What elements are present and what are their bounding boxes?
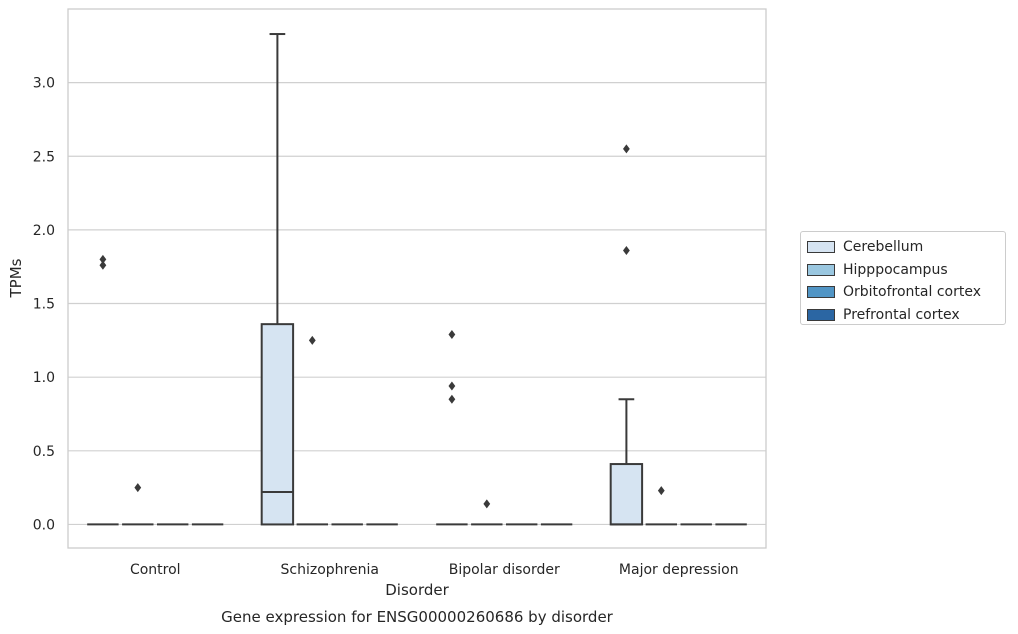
y-tick-label: 2.0 <box>33 223 55 239</box>
y-tick-label: 1.5 <box>33 297 55 313</box>
x-tick-label: Schizophrenia <box>281 562 379 578</box>
outlier-point <box>448 394 456 404</box>
box-0-3 <box>609 144 644 526</box>
legend-swatch-prefrontal-cortex <box>807 308 835 321</box>
legend-item-orbitofrontal-cortex: Orbitofrontal cortex <box>807 281 999 304</box>
legend: Cerebellum Hipppocampus Orbitofrontal co… <box>800 231 1006 325</box>
x-tick-label: Bipolar disorder <box>449 562 560 578</box>
outlier-point <box>99 260 107 270</box>
legend-item-cerebellum: Cerebellum <box>807 236 999 259</box>
box-1-2 <box>471 499 503 526</box>
legend-swatch-hippocampus <box>807 263 835 276</box>
legend-swatch-orbitofrontal-cortex <box>807 286 835 299</box>
y-tick-label: 3.0 <box>33 76 55 92</box>
outlier-point <box>623 246 630 256</box>
box-0-1 <box>260 33 295 526</box>
outlier-point <box>623 144 630 154</box>
outlier-point <box>657 486 665 496</box>
y-tick-label: 1.0 <box>33 370 55 386</box>
box-iqr <box>260 323 295 526</box>
outlier-point <box>99 254 107 264</box>
legend-swatch-cerebellum <box>807 241 835 254</box>
y-axis-label: TPMs <box>7 258 25 298</box>
box-0-2 <box>436 329 468 526</box>
box-1-1 <box>296 335 329 526</box>
plot-frame <box>67 8 767 549</box>
x-tick-label: Major depression <box>619 562 739 578</box>
outlier-point <box>308 335 316 345</box>
box-iqr <box>609 463 644 526</box>
y-tick-labels: 0.0 0.5 1.0 1.5 2.0 2.5 3.0 <box>33 76 55 534</box>
legend-label-orbitofrontal-cortex: Orbitofrontal cortex <box>843 284 981 301</box>
chart-title: Gene expression for ENSG00000260686 by d… <box>221 608 614 626</box>
y-tick-label: 2.5 <box>33 149 55 165</box>
box-plot-marks <box>87 33 747 526</box>
outlier-point <box>134 483 142 493</box>
outlier-point <box>483 499 491 509</box>
outlier-point <box>448 329 456 339</box>
x-tick-label: Control <box>130 562 181 578</box>
legend-label-prefrontal-cortex: Prefrontal cortex <box>843 306 960 323</box>
legend-item-hippocampus: Hipppocampus <box>807 259 999 282</box>
x-axis-label: Disorder <box>385 581 449 599</box>
y-tick-label: 0.0 <box>33 517 55 533</box>
legend-label-hippocampus: Hipppocampus <box>843 261 948 278</box>
grid-lines <box>68 82 766 526</box>
x-tick-labels: Control Schizophrenia Bipolar disorder Majo… <box>130 562 739 578</box>
y-tick-label: 0.5 <box>33 444 55 460</box>
box-1-0 <box>122 483 154 526</box>
legend-label-cerebellum: Cerebellum <box>843 239 924 256</box>
legend-item-prefrontal-cortex: Prefrontal cortex <box>807 304 999 327</box>
outlier-point <box>448 381 456 391</box>
box-0-0 <box>87 254 119 526</box>
box-1-3 <box>645 486 678 526</box>
